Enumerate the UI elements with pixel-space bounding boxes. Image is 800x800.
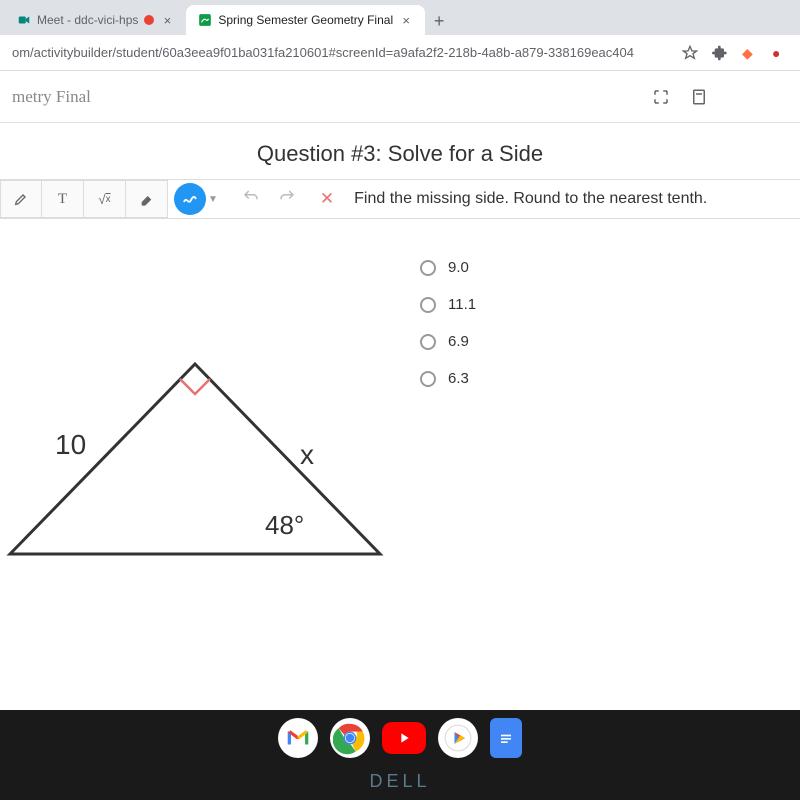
draw-tool-button[interactable] xyxy=(174,183,206,215)
clear-button[interactable]: ✕ xyxy=(310,189,344,209)
page-title: metry Final xyxy=(12,87,652,107)
url-bar-icons: ◆ ● xyxy=(672,45,788,61)
content-area: Question #3: Solve for a Side T √x ▼ xyxy=(0,123,800,710)
tab-label: Spring Semester Geometry Final xyxy=(218,13,393,27)
pencil-tool-button[interactable] xyxy=(0,180,42,218)
desmos-icon xyxy=(198,13,212,27)
calculator-icon[interactable] xyxy=(690,88,708,106)
main-area: 10 x 48° 9.0 11.1 6.9 xyxy=(0,219,800,699)
radio-icon xyxy=(420,260,436,276)
answer-label: 6.9 xyxy=(448,333,469,350)
answer-label: 9.0 xyxy=(448,259,469,276)
redo-button[interactable] xyxy=(278,188,296,211)
recording-indicator-icon xyxy=(144,15,154,25)
side-10-label: 10 xyxy=(55,429,86,460)
fullscreen-icon[interactable] xyxy=(652,88,670,106)
extension2-icon[interactable]: ◆ xyxy=(742,45,758,61)
laptop-brand-label: DELL xyxy=(0,771,800,792)
radio-icon xyxy=(420,334,436,350)
answer-option[interactable]: 9.0 xyxy=(420,249,780,286)
answer-label: 6.3 xyxy=(448,370,469,387)
undo-redo-group xyxy=(228,188,310,211)
answer-option[interactable]: 6.9 xyxy=(420,323,780,360)
chrome-icon[interactable] xyxy=(330,718,370,758)
app-header: metry Final xyxy=(0,71,800,123)
text-tool-button[interactable]: T xyxy=(42,180,84,218)
canvas-area[interactable]: 10 x 48° xyxy=(0,219,400,699)
answer-option[interactable]: 11.1 xyxy=(420,286,780,323)
extension-icon[interactable] xyxy=(712,45,728,61)
math-tool-button[interactable]: √x xyxy=(84,180,126,218)
tab-geometry-final[interactable]: Spring Semester Geometry Final × xyxy=(186,5,425,35)
url-bar: om/activitybuilder/student/60a3eea9f01ba… xyxy=(0,35,800,71)
answers-area: 9.0 11.1 6.9 6.3 xyxy=(400,219,800,699)
shelf-dock xyxy=(0,710,800,765)
play-icon[interactable] xyxy=(438,718,478,758)
chevron-down-icon[interactable]: ▼ xyxy=(208,194,218,205)
browser-tab-bar: Meet - ddc-vici-hps × Spring Semester Ge… xyxy=(0,0,800,35)
meet-icon xyxy=(17,13,31,27)
extension3-icon[interactable]: ● xyxy=(772,45,788,61)
answer-option[interactable]: 6.3 xyxy=(420,360,780,397)
side-x-label: x xyxy=(300,439,314,470)
screen: Meet - ddc-vici-hps × Spring Semester Ge… xyxy=(0,0,800,710)
close-icon[interactable]: × xyxy=(160,13,174,27)
tab-label: Meet - ddc-vici-hps xyxy=(37,13,138,27)
gmail-icon[interactable] xyxy=(278,718,318,758)
undo-button[interactable] xyxy=(242,188,260,211)
toolbar: T √x ▼ ✕ Find the missing side. Round to… xyxy=(0,179,800,219)
question-title: Question #3: Solve for a Side xyxy=(0,123,800,179)
header-icons xyxy=(652,88,788,106)
url-text[interactable]: om/activitybuilder/student/60a3eea9f01ba… xyxy=(12,45,672,60)
youtube-icon[interactable] xyxy=(382,722,426,754)
eraser-tool-button[interactable] xyxy=(126,180,168,218)
docs-icon[interactable] xyxy=(490,718,522,758)
star-icon[interactable] xyxy=(682,45,698,61)
radio-icon xyxy=(420,297,436,313)
radio-icon xyxy=(420,371,436,387)
close-icon[interactable]: × xyxy=(399,13,413,27)
triangle-diagram: 10 x 48° xyxy=(0,309,400,589)
question-instruction: Find the missing side. Round to the near… xyxy=(344,190,800,208)
tab-meet[interactable]: Meet - ddc-vici-hps × xyxy=(5,5,186,35)
answer-label: 11.1 xyxy=(448,296,476,313)
angle-48-label: 48° xyxy=(265,510,304,540)
new-tab-button[interactable]: + xyxy=(425,7,453,35)
